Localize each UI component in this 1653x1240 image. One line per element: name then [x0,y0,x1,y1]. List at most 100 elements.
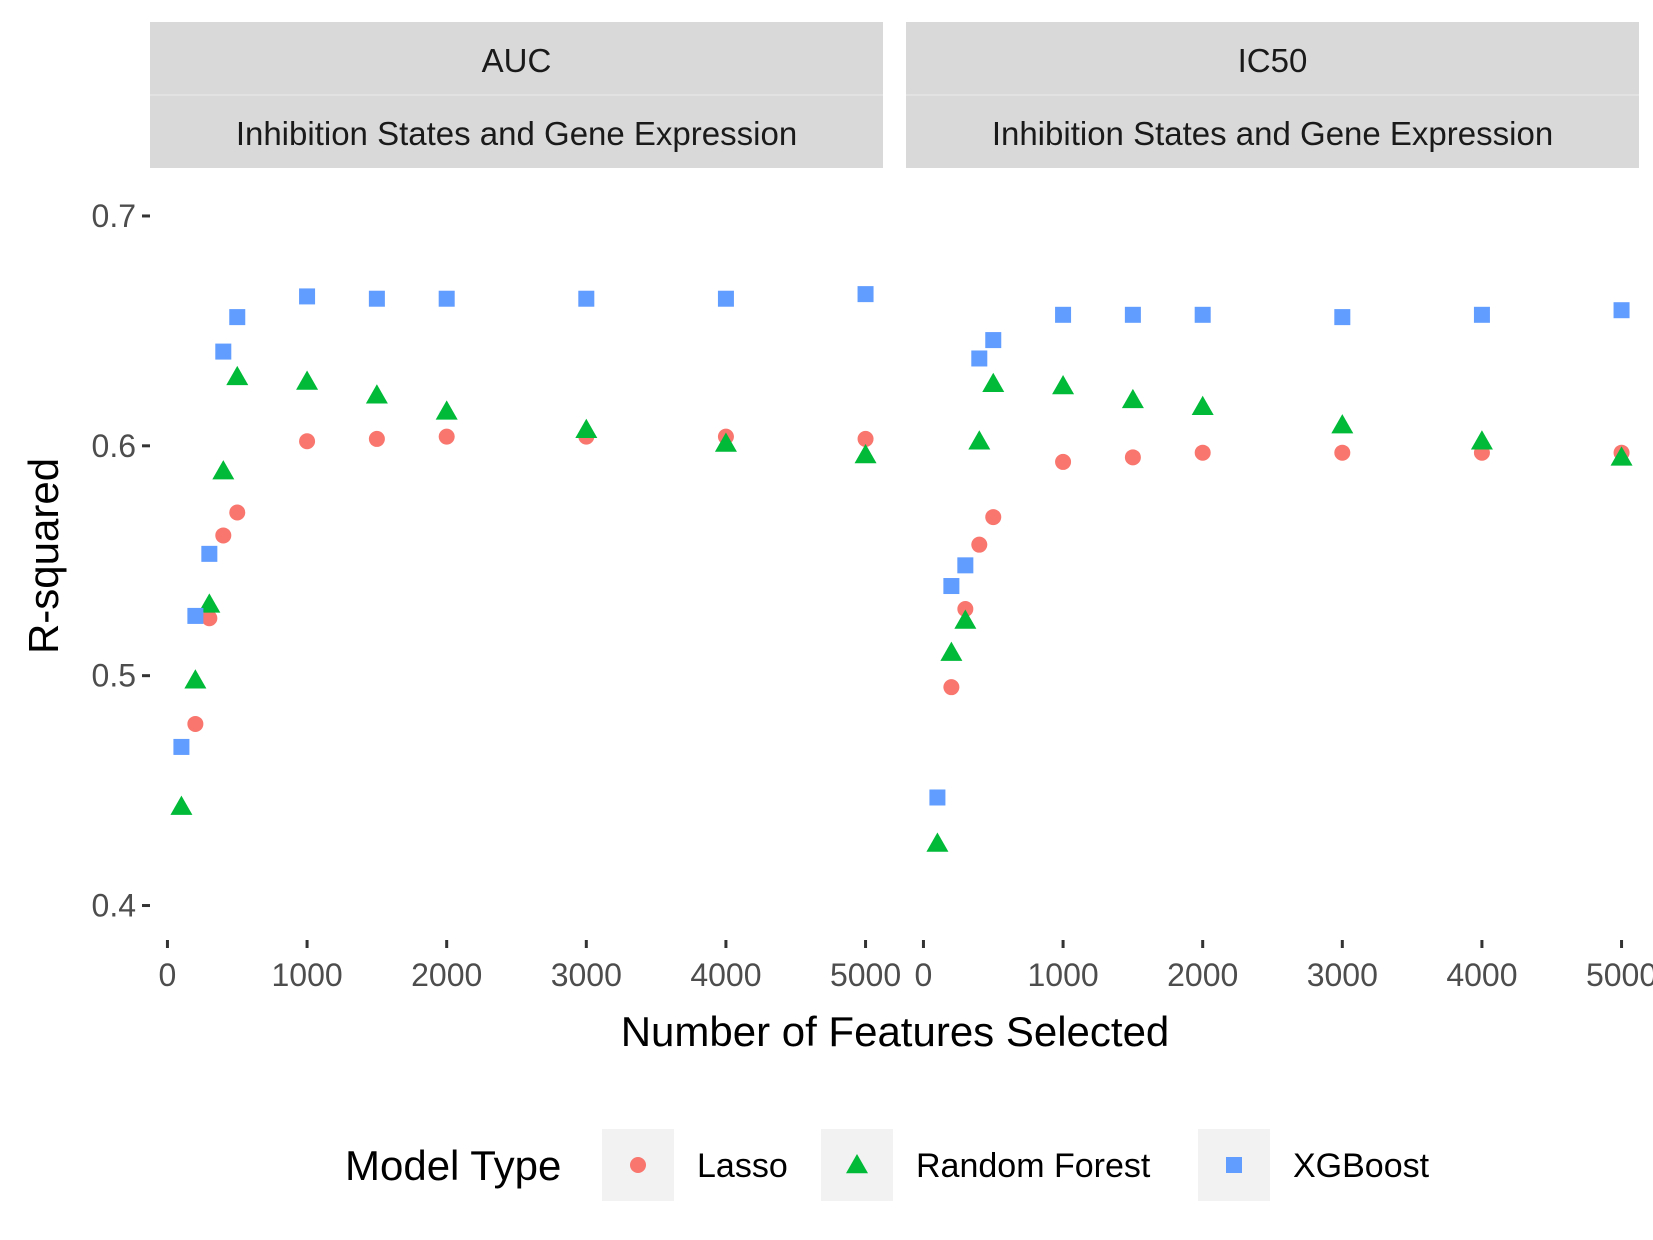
data-point-lasso [368,430,385,447]
data-point-random-forest [212,460,235,480]
data-point-lasso [943,679,960,696]
facet-panel-ic50: IC50 Inhibition States and Gene Expressio… [906,22,1653,993]
data-point-lasso [187,715,204,732]
x-axis-title: Number of Features Selected [621,1008,1170,1055]
data-point-random-forest [1610,446,1633,466]
data-point-xgboost [299,288,316,305]
legend-label: XGBoost [1293,1147,1430,1185]
data-point-xgboost [857,286,874,303]
data-point-random-forest [226,365,249,386]
data-point-lasso [971,536,988,553]
data-point-lasso [229,504,246,521]
strip-label-bottom: Inhibition States and Gene Expression [236,115,797,152]
x-tick-label: 0 [159,957,177,993]
data-point-random-forest [1470,430,1493,450]
data-point-lasso [438,428,455,445]
data-point-xgboost [943,578,960,595]
data-point-xgboost [173,738,190,755]
series-xgboost [929,302,1630,806]
series-lasso [943,444,1630,696]
data-point-random-forest [198,593,221,613]
data-point-lasso [299,433,316,450]
x-tick-label: 2000 [1167,957,1238,993]
series-xgboost [173,286,874,755]
legend-item-lasso: Lasso [602,1129,788,1201]
data-point-xgboost [957,557,974,574]
data-point-lasso [201,610,218,627]
data-point-lasso [1055,453,1072,470]
data-point-xgboost [971,350,988,367]
data-point-xgboost [717,290,734,307]
legend-items: Lasso Random Forest XGBoost [602,1129,1430,1201]
x-tick-label: 3000 [551,957,622,993]
data-point-random-forest [854,444,877,464]
x-tick-label: 1000 [1027,957,1098,993]
x-tick-label: 4000 [1446,957,1517,993]
data-point-xgboost [1613,302,1630,319]
data-point-random-forest [982,372,1005,393]
data-point-lasso [215,527,232,544]
legend-label: Lasso [697,1147,788,1185]
data-point-xgboost [229,309,246,326]
facet-panel-auc: AUC Inhibition States and Gene Expression… [150,22,901,993]
data-point-random-forest [1191,395,1214,415]
series-random-forest [170,365,877,815]
data-point-xgboost [1194,306,1211,323]
series-random-forest [926,372,1633,852]
y-axis-title: R-squared [20,458,67,654]
y-axis: 0.4 0.5 0.6 0.7 [92,198,150,924]
data-point-random-forest [1121,388,1144,409]
data-point-xgboost [1473,306,1490,323]
legend-title: Model Type [345,1142,561,1189]
data-point-xgboost [929,789,946,806]
data-point-xgboost [368,290,385,307]
data-point-random-forest [714,432,737,452]
data-point-lasso [857,430,874,447]
data-point-xgboost [215,343,232,360]
legend-item-random-forest: Random Forest [821,1129,1151,1201]
data-point-random-forest [968,430,991,450]
strip-label-bottom: Inhibition States and Gene Expression [992,115,1553,152]
data-point-xgboost [985,332,1002,349]
data-point-random-forest [184,669,207,689]
data-point-lasso [957,601,974,618]
data-point-lasso [630,1157,646,1173]
data-point-random-forest [296,370,319,390]
data-point-random-forest [365,384,388,404]
x-tick-label: 5000 [1586,957,1653,993]
data-point-random-forest [170,795,193,815]
data-point-xgboost [1124,306,1141,323]
data-point-random-forest [926,832,949,852]
data-point-xgboost [1334,309,1351,326]
data-point-lasso [985,509,1002,526]
x-tick-label: 1000 [271,957,342,993]
legend: Model Type Lasso Random Forest XGBoost [345,1129,1430,1201]
data-point-lasso [1334,444,1351,461]
y-tick-label: 0.4 [92,888,136,924]
facet-panels: AUC Inhibition States and Gene Expression… [150,22,1653,993]
data-point-random-forest [1052,375,1075,395]
data-point-xgboost [438,290,455,307]
strip-label-top: AUC [482,42,552,79]
data-point-random-forest [846,1154,868,1174]
data-point-xgboost [201,545,218,562]
legend-item-xgboost: XGBoost [1198,1129,1430,1201]
x-tick-label: 3000 [1307,957,1378,993]
x-tick-label: 2000 [411,957,482,993]
data-point-random-forest [575,418,598,438]
x-tick-label: 4000 [690,957,761,993]
data-point-random-forest [940,641,963,661]
y-tick-label: 0.5 [92,658,136,694]
y-tick-label: 0.6 [92,428,136,464]
data-point-xgboost [1226,1157,1242,1173]
data-point-xgboost [1055,306,1072,323]
strip-label-top: IC50 [1238,42,1308,79]
legend-label: Random Forest [916,1147,1151,1185]
data-point-lasso [1194,444,1211,461]
data-point-random-forest [435,400,458,420]
data-point-lasso [1124,449,1141,466]
data-point-xgboost [187,607,204,624]
x-tick-label: 0 [915,957,933,993]
data-point-random-forest [1331,414,1354,434]
